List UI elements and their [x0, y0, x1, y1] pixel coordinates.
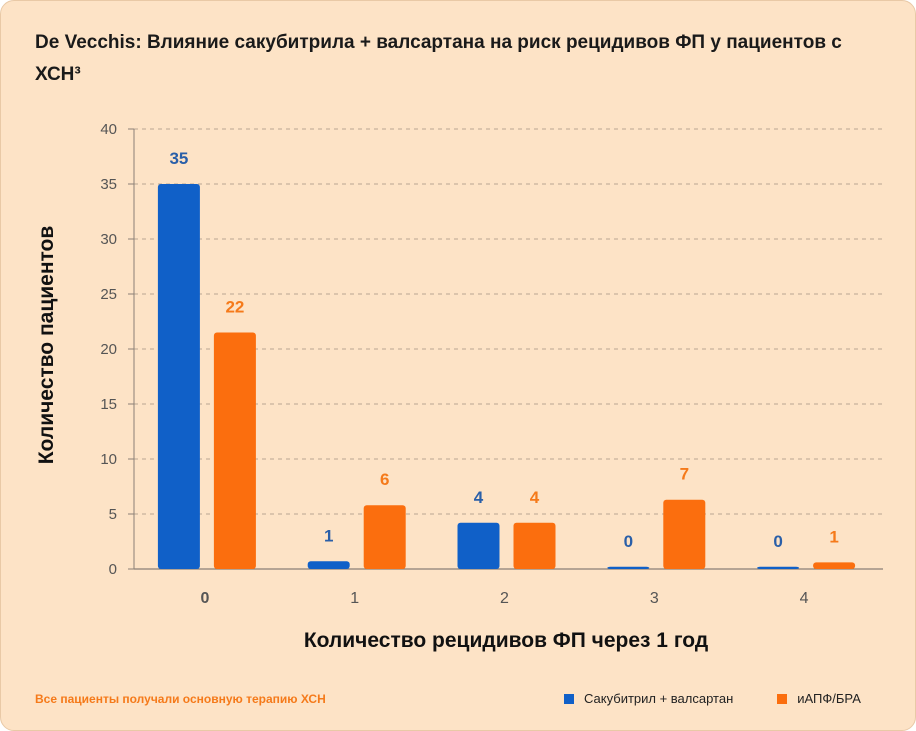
data-label-series-1: 0	[773, 532, 782, 551]
bar-series-1	[457, 522, 500, 569]
x-tick-label: 1	[350, 590, 359, 607]
x-tick-label: 0	[200, 590, 209, 607]
bar-series-2	[213, 332, 256, 569]
x-tick-label: 4	[800, 590, 809, 607]
data-label-series-2: 7	[680, 465, 689, 484]
y-tick-label: 35	[100, 176, 117, 193]
legend-label-series-2: иАПФ/БРА	[797, 691, 861, 706]
legend-label-series-1: Сакубитрил + валсартан	[584, 691, 734, 706]
data-label-series-2: 1	[829, 527, 838, 546]
legend-item-series-2[interactable]: иАПФ/БРА	[777, 691, 861, 706]
y-tick-label: 20	[100, 341, 117, 358]
bar-series-1	[607, 566, 650, 569]
bar-series-2	[663, 499, 706, 569]
bar-series-1	[307, 561, 350, 569]
x-axis-label: Количество рецидивов ФП через 1 год	[303, 629, 709, 652]
y-tick-label: 0	[109, 561, 117, 578]
y-tick-label: 40	[100, 121, 117, 138]
data-label-series-1: 0	[624, 532, 633, 551]
data-label-series-1: 4	[474, 488, 484, 507]
footnote: Все пациенты получали основную терапию Х…	[35, 692, 326, 706]
legend: Сакубитрил + валсартан иАПФ/БРА	[564, 691, 861, 706]
legend-item-series-1[interactable]: Сакубитрил + валсартан	[564, 691, 733, 706]
data-label-series-2: 4	[530, 488, 540, 507]
y-tick-label: 10	[100, 451, 117, 468]
legend-swatch-series-2	[777, 693, 788, 704]
bar-series-1	[157, 184, 200, 569]
y-tick-label: 25	[100, 286, 117, 303]
y-tick-label: 30	[100, 231, 117, 248]
chart-title: De Vecchis: Влияние сакубитрила + валсар…	[35, 32, 842, 85]
data-label-series-1: 1	[324, 526, 333, 545]
y-tick-label: 15	[100, 396, 117, 413]
bar-series-2	[363, 505, 406, 569]
x-tick-label: 3	[650, 590, 659, 607]
bar-series-1	[757, 566, 800, 569]
legend-swatch-series-1	[564, 693, 574, 704]
y-tick-label: 5	[109, 506, 117, 523]
data-label-series-2: 6	[380, 470, 389, 489]
bar-series-2	[813, 562, 856, 569]
data-label-series-1: 35	[169, 149, 188, 168]
x-tick-label: 2	[500, 590, 509, 607]
data-label-series-2: 22	[225, 298, 244, 317]
bar-series-2	[513, 522, 556, 569]
